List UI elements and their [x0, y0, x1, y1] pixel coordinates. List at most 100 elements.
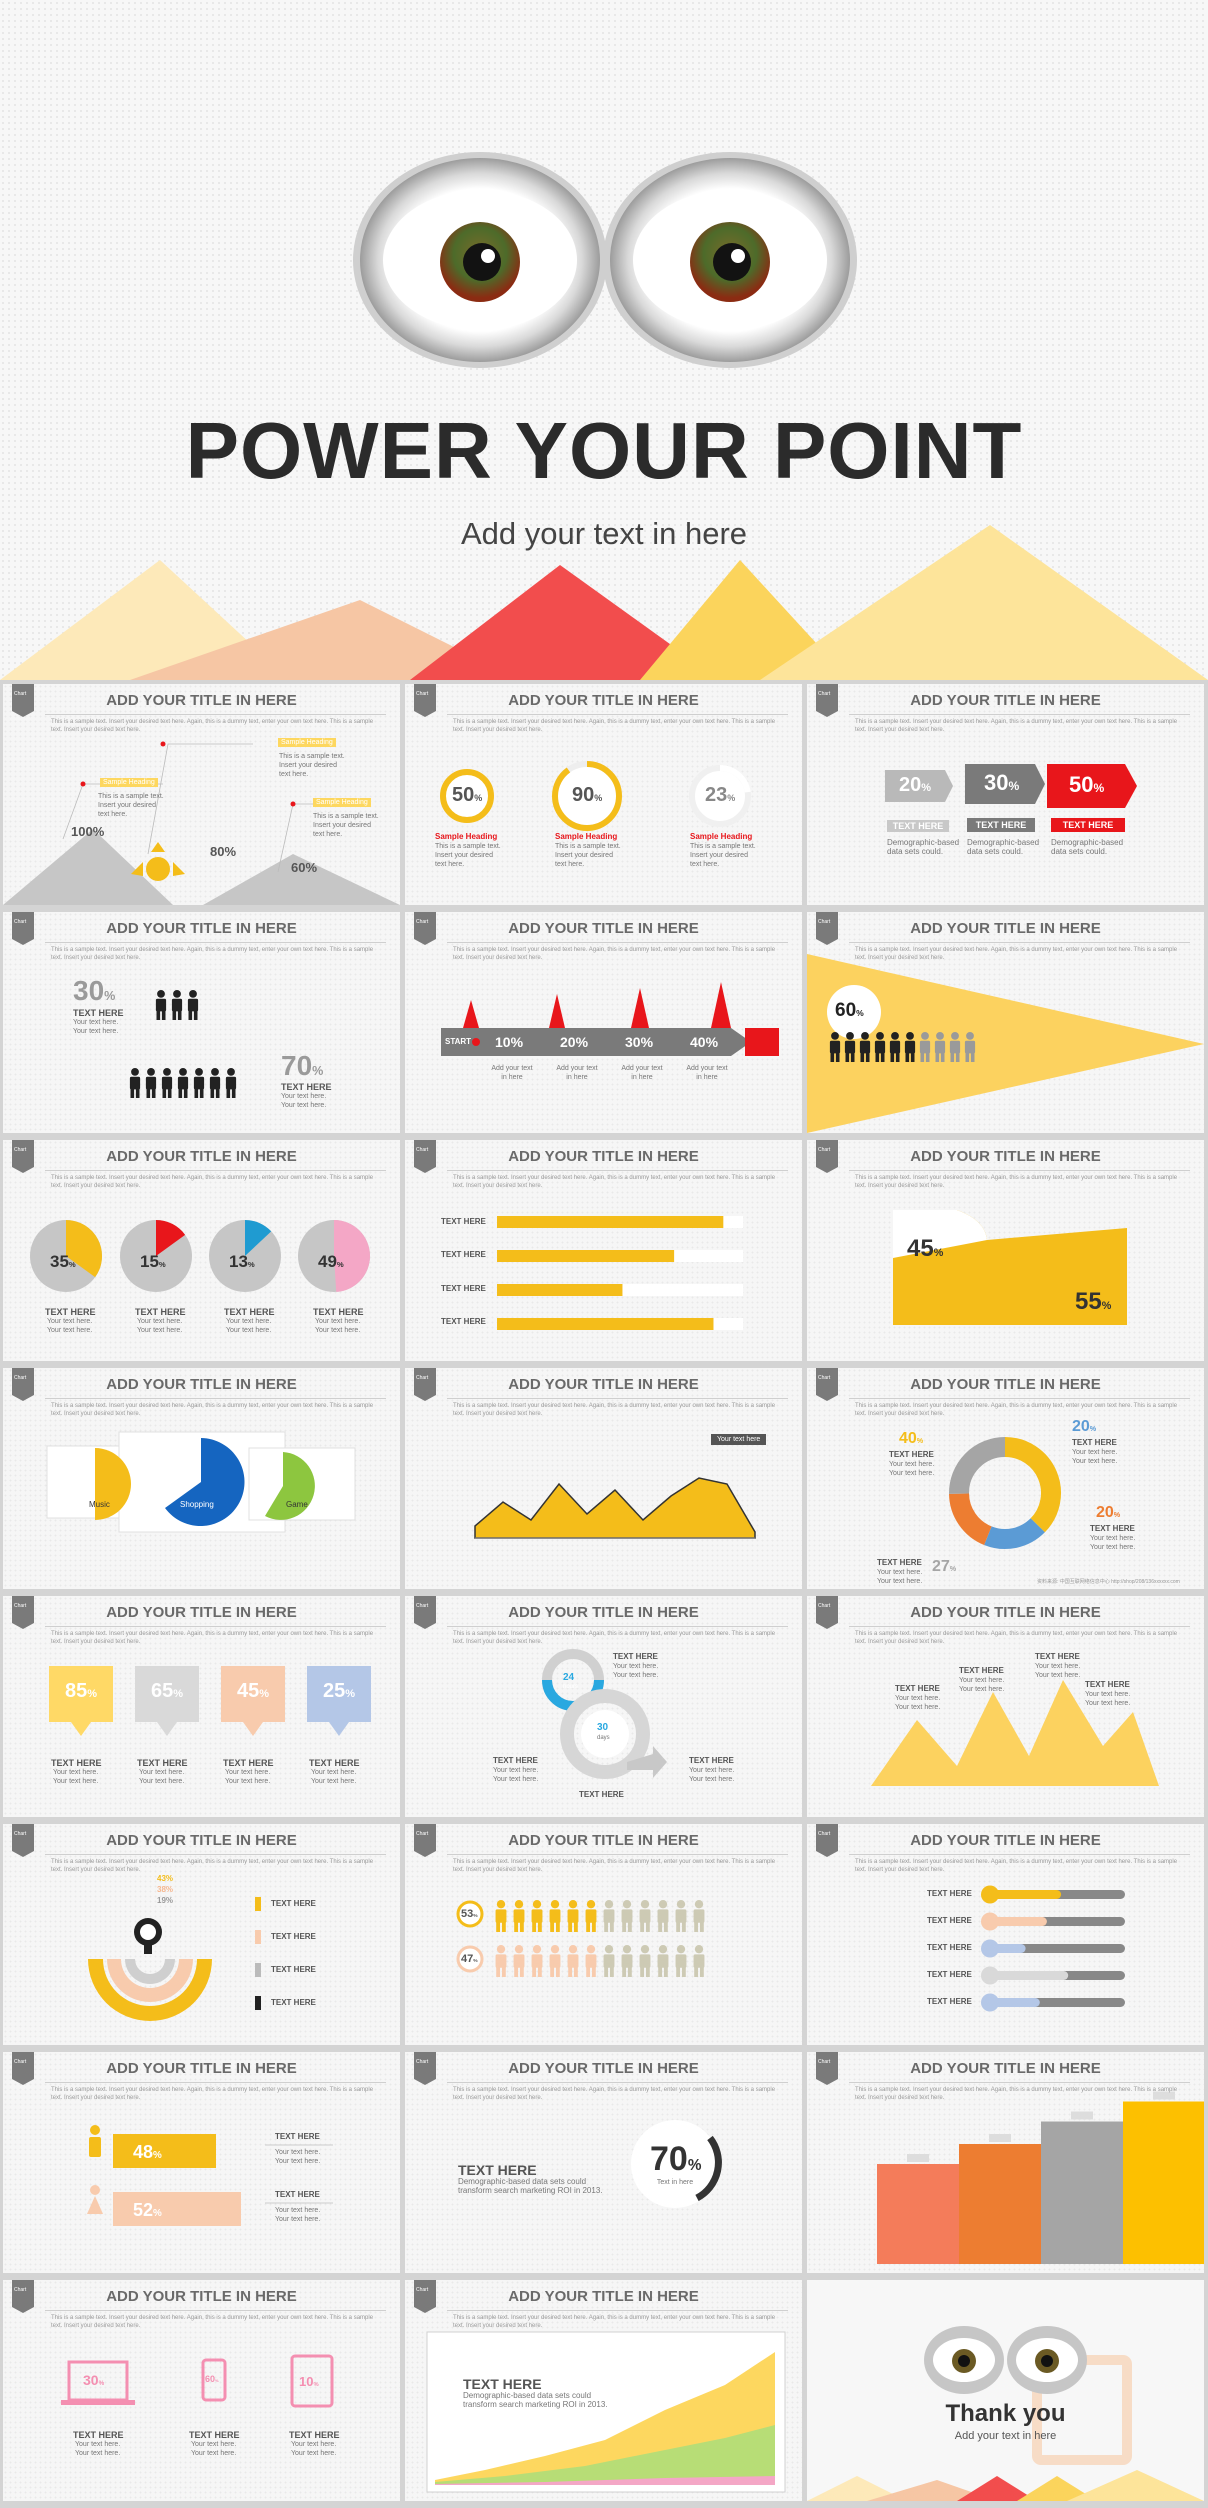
person-icon	[567, 1945, 579, 1977]
slide-donut[interactable]: 40% TEXT HERE Your text here. Your text …	[807, 1368, 1204, 1589]
device-value: 10%	[299, 2374, 319, 2389]
slide-mountain-heights[interactable]: Sample Heading Sample Heading Sample Hea…	[3, 684, 400, 905]
body-text: This is a sample text. Insert your desir…	[690, 843, 756, 868]
slide-yellow-funnel[interactable]: 60% Chart ADD YOUR TITLE IN HERE This is a…	[807, 912, 1204, 1133]
slide-tag-percents[interactable]: 85% 65% 45% 25% TEXT HERE Your text here…	[3, 1596, 400, 1817]
slide-title: ADD YOUR TITLE IN HERE	[910, 1604, 1101, 1621]
slide-triangle-peaks[interactable]: TEXT HERE Your text here. Your text here…	[807, 1596, 1204, 1817]
callout-label: Sample Heading	[278, 738, 336, 747]
slide-percent-arrows[interactable]: 20% 30% 50% TEXT HERE TEXT HERE TEXT HER…	[807, 684, 1204, 905]
value-label: 27%	[932, 1558, 957, 1575]
slide-gauge[interactable]: TEXT HERE Demographic-based data sets co…	[405, 2052, 802, 2273]
step-value: 10%	[495, 1034, 524, 1050]
slide-category-pies[interactable]: Music Shopping Game Chart ADD YOUR TITLE …	[3, 1368, 400, 1589]
slide-description: This is a sample text. Insert your desir…	[453, 1175, 777, 1189]
ring-value: 90%	[572, 784, 603, 806]
title-divider	[45, 942, 386, 943]
body-text: Your text here. Your text here.	[281, 1093, 327, 1109]
text-heading: TEXT HERE	[1090, 1524, 1135, 1533]
step-value: 40%	[690, 1034, 719, 1050]
slide-cycle-arrows[interactable]: 24 hours 30 days TEXT HERE Your text her…	[405, 1596, 802, 1817]
chart-badge-label: Chart	[14, 1375, 27, 1381]
slide-thank-you[interactable]: Thank you Add your text in here	[807, 2280, 1204, 2501]
person-icon	[585, 1945, 597, 1977]
slide-devices[interactable]: 30% 60% 10% TEXT HERE Your text here. Yo…	[3, 2280, 400, 2501]
eye-right-icon	[1007, 2326, 1087, 2394]
slide-start-steps[interactable]: START 10% 20% 30% 40% Add your text in h…	[405, 912, 802, 1133]
days-label: days	[597, 1735, 610, 1741]
sample-heading: Sample Heading	[435, 832, 498, 841]
text-heading: TEXT HERE	[458, 2162, 537, 2178]
pie-slice	[334, 1220, 370, 1292]
legend-label: TEXT HERE	[271, 1899, 316, 1908]
chart-badge-icon	[414, 1824, 436, 1857]
phone-icon	[201, 2358, 227, 2402]
title-divider	[447, 1170, 788, 1171]
cover-slide[interactable]: POWER YOUR POINT Add your text in here	[0, 0, 1208, 680]
value-label: 60%	[835, 1000, 864, 1021]
slide-four-pies[interactable]: 35% 15% 13% 49% TEXT HERE Your text here. Y…	[3, 1140, 400, 1361]
chart-badge-icon	[414, 2052, 436, 2085]
slide-description: This is a sample text. Insert your desir…	[855, 719, 1179, 733]
title-divider	[849, 714, 1190, 715]
slide-title: ADD YOUR TITLE IN HERE	[910, 1832, 1101, 1849]
pie-slice	[95, 1448, 131, 1520]
title-divider	[447, 2310, 788, 2311]
title-divider	[849, 942, 1190, 943]
text-heading: TEXT HERE	[889, 1450, 934, 1459]
slide-bar-list[interactable]: TEXT HERE TEXT HERE TEXT HERE TEXT HERE …	[405, 1140, 802, 1361]
hours-label: hours	[563, 1684, 579, 1690]
body-text: Your text here. Your text here.	[53, 1769, 99, 1785]
slide-stacked-area[interactable]: TEXT HERE Demographic-based data sets co…	[405, 2280, 802, 2501]
step-value: 20%	[560, 1034, 589, 1050]
slide-step-bars[interactable]: Chart ADD YOUR TITLE IN HERE This is a sam…	[807, 2052, 1204, 2273]
chart-badge-icon	[414, 684, 436, 717]
slide-pill-bars[interactable]: TEXT HERE TEXT HERE TEXT HERE TEXT HERE …	[807, 1824, 1204, 2045]
slide-ring-progress[interactable]: 50% 90% 23% Sample Heading Sample Headin…	[405, 684, 802, 905]
person-icon	[585, 1900, 597, 1932]
step-peak	[549, 994, 565, 1028]
text-heading: TEXT HERE	[73, 2430, 124, 2440]
person-icon	[171, 990, 183, 1020]
bar	[877, 2164, 959, 2264]
step-text: Add your text in here	[686, 1065, 728, 1081]
chart-badge-icon	[12, 2052, 34, 2085]
chart-badge-icon	[816, 2052, 838, 2085]
thank-you-title: Thank you	[945, 2400, 1066, 2427]
slide-title: ADD YOUR TITLE IN HERE	[508, 920, 699, 937]
slide-description: This is a sample text. Insert your desir…	[51, 1403, 375, 1417]
person-icon	[621, 1900, 633, 1932]
bar-label: TEXT HERE	[927, 1943, 972, 1952]
step-value: 30%	[625, 1034, 654, 1050]
bar-knob	[981, 1885, 999, 1904]
slide-gender-bars[interactable]: 48% 52% TEXT HERE Your text here. Your t…	[3, 2052, 400, 2273]
slide-people-ratio[interactable]: 30% TEXT HERE Your text here. Your text …	[3, 912, 400, 1133]
text-heading: TEXT HERE	[289, 2430, 340, 2440]
mountain-shape	[640, 560, 850, 680]
title-divider	[45, 1170, 386, 1171]
person-icon	[531, 1945, 543, 1977]
slide-line-area[interactable]: Your text here Chart ADD YOUR TITLE IN HE…	[405, 1368, 802, 1589]
slide-title: ADD YOUR TITLE IN HERE	[910, 1376, 1101, 1393]
value-label: 60%	[291, 860, 318, 875]
device-value: 60%	[205, 2374, 219, 2384]
slide-people-rows[interactable]: 53% 47% Chart ADD YOUR TITLE IN HERE This …	[405, 1824, 802, 2045]
value-label: 100%	[71, 824, 105, 839]
text-heading: TEXT HERE	[137, 1758, 188, 1768]
slide-area-split[interactable]: 45% 55% Chart ADD YOUR TITLE IN HERE This …	[807, 1140, 1204, 1361]
laptop-icon	[61, 2360, 135, 2405]
pie-slice	[265, 1452, 315, 1520]
body-text: Your text here. Your text here.	[225, 1769, 271, 1785]
callout-label: Sample Heading	[100, 778, 158, 787]
slide-semicircle[interactable]: 43% 38% 19% TEXT HERE TEXT HERE TEXT HER…	[3, 1824, 400, 2045]
arc-shape	[88, 1959, 212, 2021]
chart-badge-icon	[414, 1368, 436, 1401]
timeline-bar	[441, 1028, 731, 1056]
text-heading: TEXT HERE	[959, 1666, 1004, 1675]
body-text: Your text here. Your text here.	[315, 1318, 361, 1334]
value-label: 40%	[899, 1430, 924, 1447]
tag-shape	[135, 1666, 199, 1736]
person-icon	[209, 1068, 221, 1098]
donut-segment	[984, 1517, 1045, 1549]
slide-description: This is a sample text. Insert your desir…	[51, 947, 375, 961]
